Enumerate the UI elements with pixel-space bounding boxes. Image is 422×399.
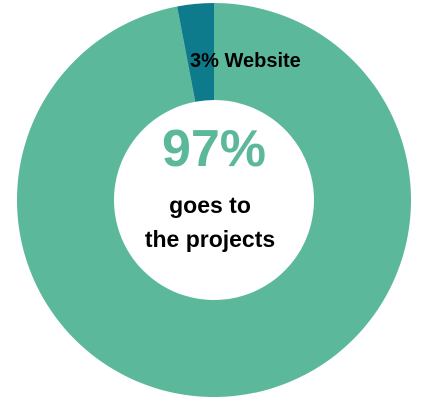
center-caption-line-1: goes to <box>169 192 251 218</box>
center-caption-line-2: the projects <box>145 226 275 252</box>
donut-slice-projects <box>17 3 412 397</box>
donut-slices <box>17 3 412 397</box>
slice-label-website: 3% Website <box>190 50 301 72</box>
center-percent-label: 97% <box>162 120 266 178</box>
donut-slice-website <box>177 3 214 102</box>
